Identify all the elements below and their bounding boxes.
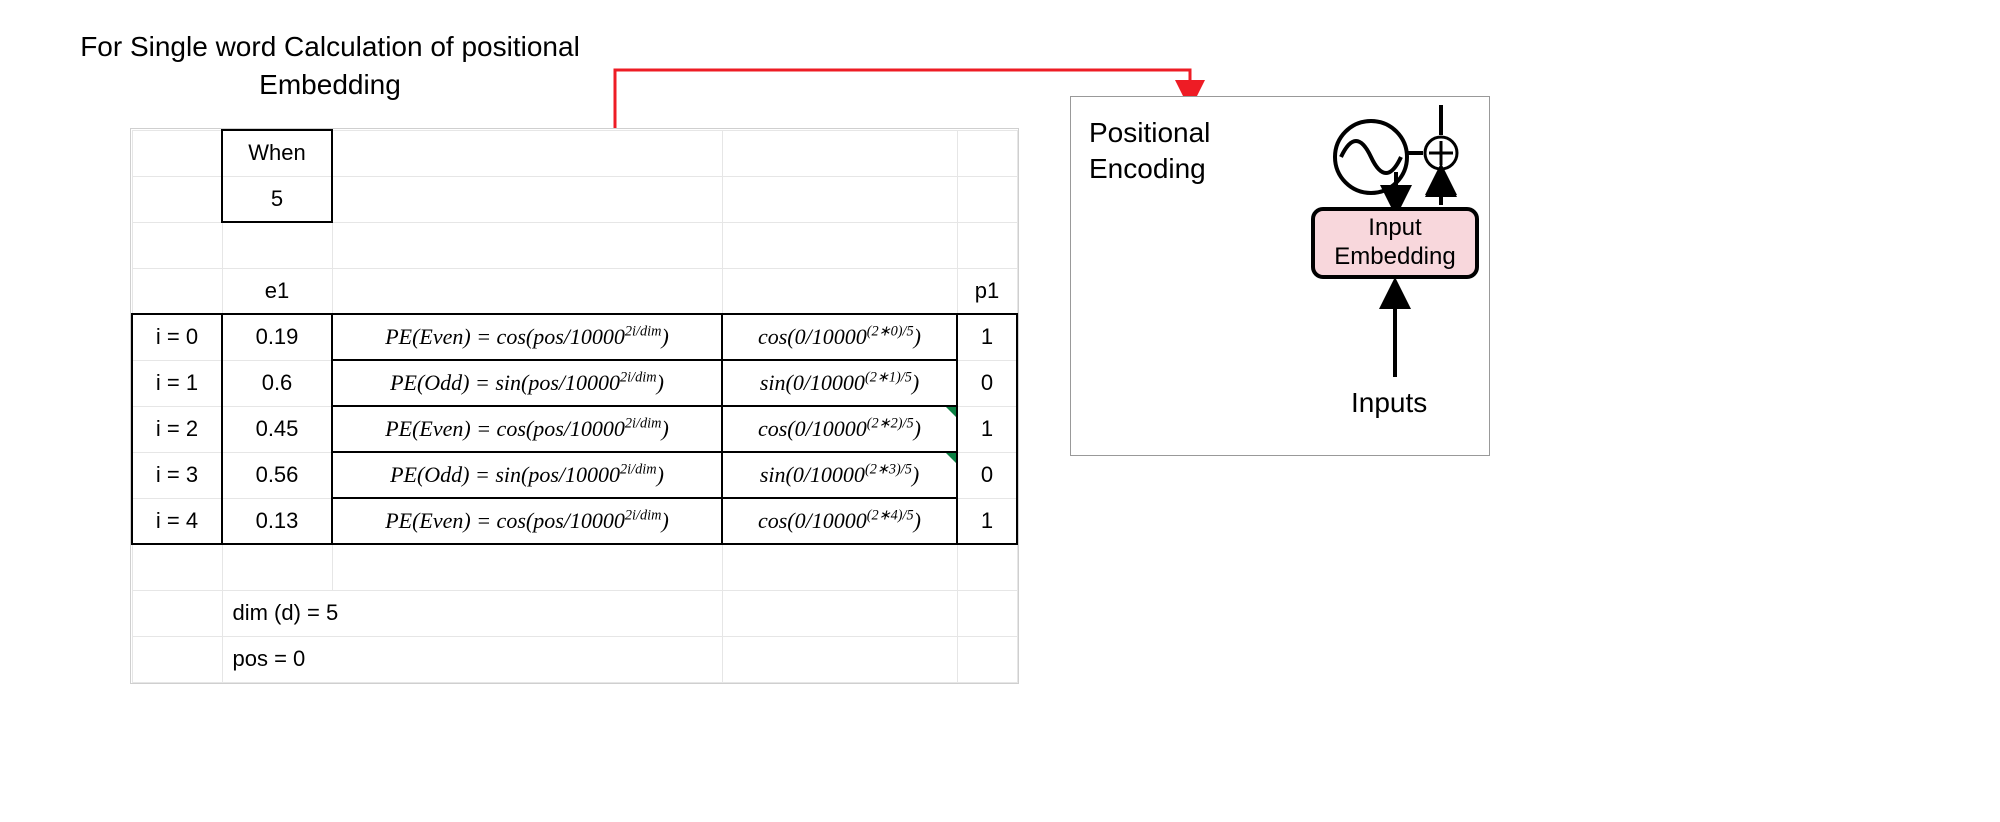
p1-value: 0: [957, 452, 1017, 498]
formula-flag-icon: [946, 407, 956, 417]
e1-value: 0.56: [222, 452, 332, 498]
row-index: i = 4: [132, 498, 222, 544]
pos-meta: pos = 0: [222, 636, 722, 682]
page-title: For Single word Calculation of positiona…: [40, 28, 620, 104]
e1-value: 0.45: [222, 406, 332, 452]
p1-value: 1: [957, 314, 1017, 360]
pe-formula: PE(Odd) = sin(pos/100002i/dim): [332, 360, 722, 406]
p1-value: 1: [957, 498, 1017, 544]
e1-header: e1: [222, 268, 332, 314]
architecture-diagram: PositionalEncoding I: [1070, 96, 1490, 456]
pe-calc: sin(0/10000(2∗3)/5): [722, 452, 957, 498]
p1-value: 1: [957, 406, 1017, 452]
input-embedding-box: InputEmbedding: [1311, 207, 1479, 279]
when-label: When: [222, 130, 332, 176]
inputs-label: Inputs: [1351, 387, 1427, 419]
calculation-spreadsheet: When 5 e1 p1 i = 0 0.19 PE(Even) = cos(p…: [130, 128, 1019, 684]
pe-formula: PE(Even) = cos(pos/100002i/dim): [332, 498, 722, 544]
row-index: i = 1: [132, 360, 222, 406]
pe-formula: PE(Even) = cos(pos/100002i/dim): [332, 314, 722, 360]
when-value: 5: [222, 176, 332, 222]
e1-value: 0.19: [222, 314, 332, 360]
e1-value: 0.6: [222, 360, 332, 406]
p1-value: 0: [957, 360, 1017, 406]
row-index: i = 3: [132, 452, 222, 498]
dim-meta: dim (d) = 5: [222, 590, 722, 636]
pe-calc: cos(0/10000(2∗2)/5): [722, 406, 957, 452]
row-index: i = 2: [132, 406, 222, 452]
e1-value: 0.13: [222, 498, 332, 544]
pe-formula: PE(Even) = cos(pos/100002i/dim): [332, 406, 722, 452]
p1-header: p1: [957, 268, 1017, 314]
pe-calc: sin(0/10000(2∗1)/5): [722, 360, 957, 406]
formula-flag-icon: [946, 453, 956, 463]
pe-calc: cos(0/10000(2∗0)/5): [722, 314, 957, 360]
row-index: i = 0: [132, 314, 222, 360]
pe-formula: PE(Odd) = sin(pos/100002i/dim): [332, 452, 722, 498]
pe-calc: cos(0/10000(2∗4)/5): [722, 498, 957, 544]
